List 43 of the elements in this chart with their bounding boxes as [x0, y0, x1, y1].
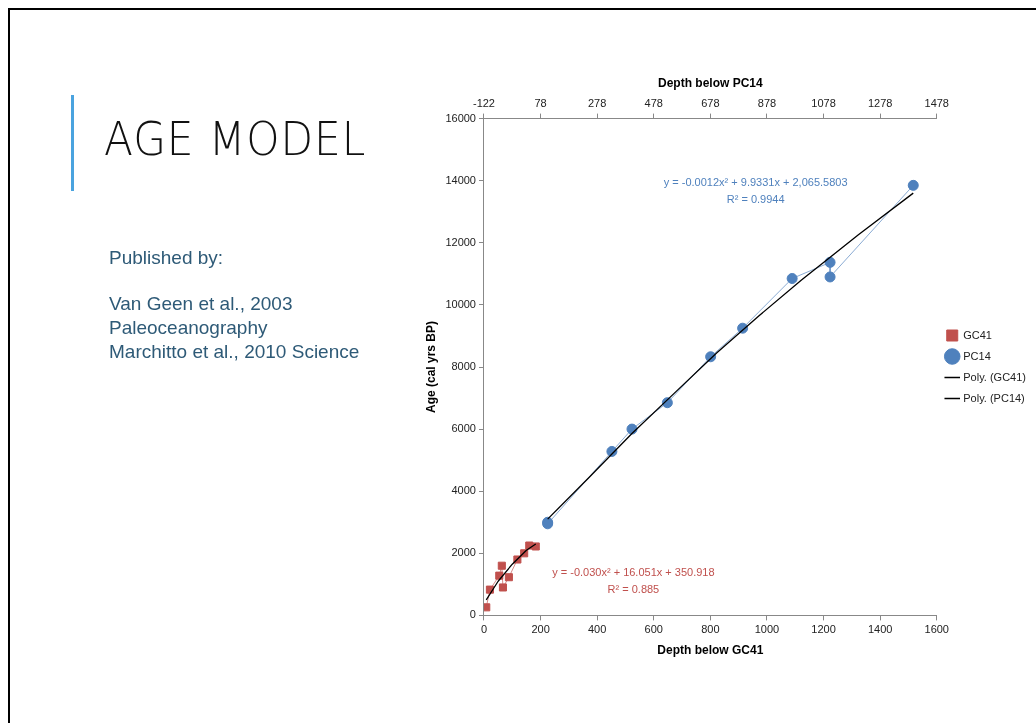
legend-label: PC14 [963, 349, 991, 362]
x2-tick-label: -122 [472, 97, 495, 110]
x2-tick-label: 78 [534, 97, 547, 110]
annotation: y = -0.0012x² + 9.9331x + 2,065.5803 [663, 176, 848, 189]
x-tick-label: 400 [588, 623, 607, 636]
x-tick-label: 200 [531, 623, 550, 636]
x-tick-label: 800 [701, 623, 720, 636]
y-tick-label: 16000 [445, 111, 476, 124]
x-tick-label: 1000 [754, 623, 780, 636]
y-tick-label: 14000 [445, 173, 476, 186]
y-tick-label: 0 [469, 608, 476, 621]
x2-tick-label: 878 [757, 97, 777, 110]
x-axis-title: Depth below GC41 [657, 643, 764, 658]
text: Published by: [109, 246, 225, 270]
x-tick-label: 1200 [811, 623, 836, 636]
y-tick-label: 4000 [451, 484, 476, 497]
x2-tick-label: 278 [588, 97, 607, 110]
x-tick-label: 1600 [924, 623, 949, 636]
x2-tick-label: 1478 [924, 97, 949, 110]
x2-tick-label: 478 [644, 97, 663, 110]
x-tick-label: 0 [480, 623, 488, 636]
text: Marchitto et al., 2010 Science [109, 340, 360, 364]
x2-axis-title: Depth below PC14 [658, 75, 764, 90]
legend-label: GC41 [963, 328, 992, 341]
annotation: R² = 0.9944 [726, 192, 785, 205]
y-tick-label: 6000 [451, 422, 476, 435]
x-tick-label: 600 [644, 623, 663, 636]
y-tick-label: 10000 [445, 297, 476, 310]
x-tick-label: 1400 [867, 623, 893, 636]
annotation: R² = 0.885 [607, 582, 660, 595]
chart-title: AGE MODEL [104, 112, 367, 166]
x2-tick-label: 1078 [811, 97, 836, 110]
x2-tick-label: 678 [701, 97, 720, 110]
text: Van Geen et al., 2003 [109, 292, 294, 316]
y-tick-label: 8000 [451, 360, 476, 373]
annotation: y = -0.030x² + 16.051x + 350.918 [552, 566, 715, 579]
legend-label: Poly. (GC41) [963, 370, 1027, 383]
y-axis-title: Age (cal yrs BP) [423, 320, 438, 414]
y-tick-label: 2000 [451, 546, 476, 559]
y-tick-label: 12000 [445, 235, 476, 248]
text: Paleoceanography [109, 316, 269, 340]
legend-label: Poly. (PC14) [963, 391, 1025, 404]
x2-tick-label: 1278 [867, 97, 893, 110]
